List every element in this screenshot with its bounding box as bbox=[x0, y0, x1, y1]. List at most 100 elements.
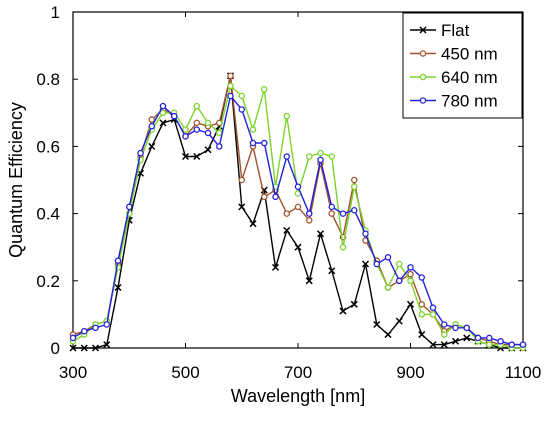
data-point bbox=[204, 146, 212, 154]
series-780-nm bbox=[69, 92, 527, 348]
data-point bbox=[463, 334, 471, 342]
data-point bbox=[80, 344, 88, 352]
legend-swatch-marker bbox=[419, 26, 427, 34]
data-point bbox=[305, 277, 313, 285]
data-point bbox=[418, 331, 426, 339]
data-point bbox=[485, 341, 493, 348]
x-axis-title: Wavelength [nm] bbox=[231, 386, 365, 406]
data-point bbox=[350, 206, 358, 214]
data-point bbox=[148, 122, 155, 130]
data-point bbox=[451, 337, 460, 345]
data-point bbox=[305, 210, 313, 217]
data-point bbox=[350, 183, 358, 190]
data-point bbox=[238, 176, 245, 184]
data-point bbox=[159, 119, 167, 127]
data-point bbox=[452, 324, 459, 332]
data-point bbox=[339, 243, 347, 251]
x-tick-label: 500 bbox=[171, 363, 199, 382]
data-point bbox=[182, 126, 189, 133]
data-point bbox=[283, 226, 291, 234]
legend: Flat 450 nm 640 nm 780 nm bbox=[402, 12, 523, 119]
data-point bbox=[182, 133, 189, 140]
data-point bbox=[249, 139, 257, 147]
data-point bbox=[407, 264, 414, 271]
y-tick-label: 1 bbox=[51, 3, 60, 22]
data-point bbox=[317, 149, 324, 157]
data-point bbox=[316, 230, 325, 238]
data-point bbox=[283, 153, 290, 160]
legend-swatch-marker bbox=[419, 50, 427, 57]
data-point bbox=[373, 260, 380, 268]
data-point bbox=[271, 263, 280, 271]
data-point bbox=[238, 106, 245, 113]
data-point bbox=[519, 341, 527, 348]
data-point bbox=[260, 86, 268, 93]
legend-entry: Flat bbox=[410, 21, 470, 40]
legend-entry: 640 nm bbox=[410, 68, 498, 87]
series-group bbox=[69, 72, 527, 352]
data-point bbox=[272, 193, 279, 201]
data-point bbox=[137, 149, 144, 157]
data-point bbox=[249, 126, 257, 133]
data-point bbox=[339, 307, 347, 315]
data-point bbox=[294, 203, 302, 211]
data-point bbox=[181, 152, 190, 161]
data-point bbox=[339, 210, 347, 217]
data-point bbox=[350, 176, 358, 184]
data-point bbox=[204, 119, 212, 127]
data-point bbox=[92, 324, 99, 332]
data-point bbox=[429, 341, 437, 349]
data-point bbox=[215, 129, 223, 137]
data-point bbox=[418, 274, 425, 281]
data-point bbox=[215, 143, 223, 150]
data-point bbox=[384, 284, 392, 291]
data-point bbox=[159, 102, 167, 110]
y-tick-label: 0.6 bbox=[36, 137, 60, 156]
data-point bbox=[204, 129, 212, 137]
data-point bbox=[384, 254, 392, 261]
data-point bbox=[440, 321, 448, 328]
legend-entry: 780 nm bbox=[410, 92, 498, 111]
y-axis-title: Quantum Efficiency bbox=[6, 102, 26, 258]
legend-label: 780 nm bbox=[441, 92, 498, 111]
data-point bbox=[91, 344, 100, 352]
data-point bbox=[485, 334, 493, 342]
data-point bbox=[159, 109, 167, 117]
data-point bbox=[497, 338, 504, 345]
x-tick-label: 1100 bbox=[505, 363, 542, 382]
x-tick-label: 900 bbox=[396, 363, 424, 382]
data-point bbox=[305, 153, 313, 160]
data-point bbox=[395, 317, 403, 325]
data-point bbox=[440, 331, 448, 338]
data-point bbox=[328, 203, 335, 211]
data-point bbox=[148, 116, 155, 123]
data-point bbox=[126, 203, 133, 211]
y-tick-label: 0 bbox=[51, 339, 60, 358]
data-point bbox=[238, 203, 246, 211]
data-point bbox=[429, 304, 437, 311]
data-point bbox=[305, 217, 313, 224]
data-point bbox=[384, 331, 392, 339]
x-tick-label: 300 bbox=[59, 363, 87, 382]
data-point bbox=[193, 152, 201, 161]
data-point bbox=[69, 334, 77, 342]
data-point bbox=[114, 283, 122, 292]
data-point bbox=[114, 257, 122, 264]
legend-entry: 450 nm bbox=[410, 45, 498, 64]
data-point bbox=[103, 321, 111, 328]
legend-label: 640 nm bbox=[441, 68, 498, 87]
data-point bbox=[317, 156, 324, 164]
data-point bbox=[227, 92, 234, 100]
data-point bbox=[474, 334, 482, 342]
data-point bbox=[260, 193, 268, 201]
data-point bbox=[406, 300, 415, 308]
legend-label: Flat bbox=[441, 21, 470, 40]
data-point bbox=[373, 320, 381, 329]
data-point bbox=[463, 324, 470, 332]
data-point bbox=[350, 300, 358, 308]
data-point bbox=[260, 139, 268, 147]
data-point bbox=[508, 341, 515, 348]
data-point bbox=[294, 183, 302, 190]
data-point bbox=[294, 243, 302, 251]
